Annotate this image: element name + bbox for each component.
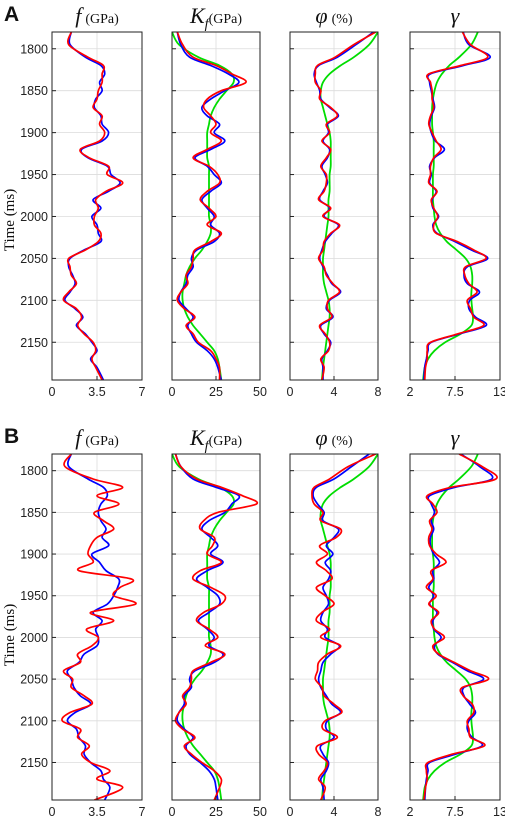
- y-tick-label: 2000: [20, 210, 48, 224]
- panel-title-symbol: K: [189, 3, 206, 28]
- series-green-line: [172, 32, 235, 380]
- x-tick-label: 0: [169, 385, 176, 399]
- x-tick-label: 8: [375, 385, 382, 399]
- log-panel-a-2: 0 25 50 Kf(GPa): [169, 3, 267, 399]
- log-panel-b-4: 2 7.5 13 γ: [407, 425, 505, 819]
- y-tick-label: 2050: [20, 673, 48, 687]
- y-tick-label: 1950: [20, 168, 48, 182]
- panel-title-symbol: γ: [451, 3, 461, 28]
- x-tick-label: 0: [287, 805, 294, 819]
- series-red-line: [61, 454, 137, 800]
- y-tick-label: 2100: [20, 714, 48, 728]
- panel-title: γ: [451, 3, 461, 28]
- panel-title-subscript: f: [205, 439, 211, 454]
- panel-label-a: A: [4, 3, 19, 26]
- y-tick-label: 1850: [20, 84, 48, 98]
- panel-title-symbol: φ: [315, 425, 327, 450]
- y-tick-label: 1950: [20, 589, 48, 603]
- y-tick-label: 2100: [20, 294, 48, 308]
- series-red-line: [313, 32, 377, 380]
- panel-title-symbol: K: [189, 425, 206, 450]
- x-tick-label: 7: [139, 385, 146, 399]
- panel-title: φ (%): [315, 425, 352, 450]
- series-red-line: [423, 32, 489, 380]
- x-tick-label: 25: [209, 805, 223, 819]
- panel-title: f (GPa): [75, 425, 119, 450]
- x-tick-label: 0: [169, 805, 176, 819]
- panel-title-unit: (GPa): [85, 434, 119, 449]
- series-red-line: [62, 32, 124, 380]
- y-tick-label: 2150: [20, 756, 48, 770]
- panel-title-unit: (%): [332, 12, 353, 27]
- log-panel-a-1: 1800 1850 1900 1950 2000 2050 2100 2150 0 3.5 7 f (G…: [20, 3, 145, 399]
- panel-title: φ (%): [315, 3, 352, 28]
- panel-title-symbol: f: [75, 3, 84, 28]
- log-panel-a-4: 2 7.5 13 γ: [407, 3, 505, 399]
- series-red-line: [423, 454, 498, 800]
- panel-title-subscript: f: [205, 17, 211, 32]
- x-tick-label: 3.5: [88, 805, 105, 819]
- x-tick-label: 4: [331, 385, 338, 399]
- x-tick-label: 4: [331, 805, 338, 819]
- x-tick-label: 50: [253, 385, 267, 399]
- y-axis-label-a: Time (ms): [2, 189, 18, 251]
- x-tick-label: 0: [49, 385, 56, 399]
- x-tick-label: 0: [287, 385, 294, 399]
- x-tick-label: 7.5: [446, 385, 463, 399]
- x-tick-label: 2: [407, 385, 414, 399]
- panel-title-symbol: f: [75, 425, 84, 450]
- x-tick-label: 13: [493, 385, 505, 399]
- log-panel-b-1: 1800 1850 1900 1950 2000 2050 2100 2150 0 3.5 7 f (G…: [20, 425, 145, 819]
- panel-title-unit: (GPa): [85, 12, 119, 27]
- panel-title-symbol: γ: [451, 425, 461, 450]
- panel-title-symbol: φ: [315, 3, 327, 28]
- panel-title-unit: (GPa): [209, 12, 243, 27]
- log-panel-b-3: 0 4 8 φ (%): [287, 425, 382, 819]
- y-tick-label: 1800: [20, 42, 48, 56]
- panel-title-unit: (%): [332, 434, 353, 449]
- panel-title: γ: [451, 425, 461, 450]
- y-tick-label: 1900: [20, 548, 48, 562]
- y-tick-label: 2150: [20, 336, 48, 350]
- y-tick-label: 1800: [20, 464, 48, 478]
- log-panel-b-2: 0 25 50 Kf(GPa): [169, 425, 267, 819]
- x-tick-label: 0: [49, 805, 56, 819]
- series-red-line: [176, 32, 247, 380]
- series-blue-line: [63, 32, 121, 380]
- series-red-line: [311, 454, 377, 800]
- y-tick-label: 1850: [20, 506, 48, 520]
- x-tick-label: 13: [493, 805, 505, 819]
- x-tick-label: 7: [139, 805, 146, 819]
- x-tick-label: 50: [253, 805, 267, 819]
- x-tick-label: 2: [407, 805, 414, 819]
- y-tick-label: 2050: [20, 252, 48, 266]
- series-green-line: [319, 454, 378, 800]
- x-tick-label: 3.5: [88, 385, 105, 399]
- x-tick-label: 8: [375, 805, 382, 819]
- log-panel-a-3: 0 4 8 φ (%): [287, 3, 382, 399]
- x-tick-label: 25: [209, 385, 223, 399]
- x-tick-label: 7.5: [446, 805, 463, 819]
- series-red-line: [174, 454, 259, 800]
- y-axis-label-b: Time (ms): [2, 604, 18, 666]
- panel-title-unit: (GPa): [209, 434, 243, 449]
- panel-title: Kf(GPa): [189, 3, 242, 32]
- y-tick-label: 1900: [20, 126, 48, 140]
- series-green-line: [172, 454, 235, 800]
- panel-title: Kf(GPa): [189, 425, 242, 454]
- panel-title: f (GPa): [75, 3, 119, 28]
- panel-label-b: B: [4, 425, 19, 448]
- y-tick-label: 2000: [20, 631, 48, 645]
